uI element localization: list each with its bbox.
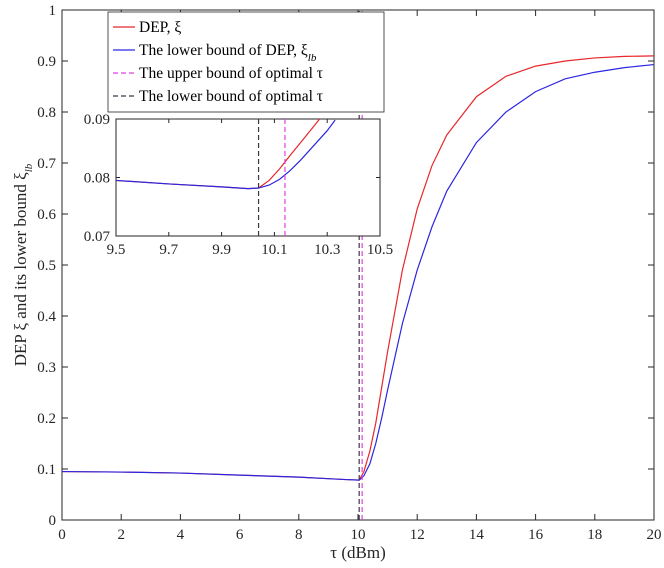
y-tick-label: 0.1	[37, 462, 56, 478]
inset-plot-area: 9.5 9.7 9.9 10.1 10.3 10.5 0.07 0.08 0.09	[84, 112, 393, 258]
inset-series-group	[116, 119, 336, 236]
inset-y-tick-label: 0.09	[84, 112, 110, 128]
x-tick-label: 20	[647, 527, 662, 543]
inset-y-tick-label: 0.07	[84, 229, 111, 245]
y-tick-label: 1	[49, 3, 57, 19]
x-axis-label: τ (dBm)	[330, 543, 385, 562]
y-tick-label: 0.4	[37, 309, 56, 325]
inset-x-tick-label: 9.5	[107, 242, 126, 258]
inset-x-tick-label: 10.5	[367, 242, 393, 258]
inset-x-tick-label: 10.3	[314, 242, 340, 258]
y-axis-label: DEP ξ and its lower bound ξlb	[11, 163, 35, 366]
inset-series-line-the-lower-bound-of-dep-lb	[116, 119, 336, 190]
inset-y-tick-label: 0.08	[84, 171, 110, 187]
legend-box	[107, 11, 385, 113]
y-tick-label: 0.9	[37, 54, 56, 70]
legend-label-dep: DEP, ξ	[139, 19, 181, 36]
x-tick-label: 16	[528, 527, 544, 543]
y-tick-label: 0.7	[37, 156, 56, 172]
x-tick-label: 12	[410, 527, 425, 543]
x-tick-label: 10	[351, 527, 366, 543]
y-tick-label: 0.8	[37, 105, 56, 121]
y-tick-label: 0.2	[37, 411, 56, 427]
legend-label-the-upper-bound-of-optimal: The upper bound of optimal τ	[139, 65, 323, 82]
x-tick-label: 18	[587, 527, 602, 543]
legend-label-the-lower-bound-of-dep-lb: The lower bound of DEP, ξlb	[139, 42, 317, 64]
y-tick-label: 0.3	[37, 360, 56, 376]
inset-x-tick-label: 9.7	[159, 242, 178, 258]
y-tick-label: 0.6	[37, 207, 56, 223]
y-tick-label: 0	[49, 513, 57, 529]
x-tick-label: 6	[236, 527, 244, 543]
x-tick-label: 4	[177, 527, 185, 543]
x-tick-label: 8	[295, 527, 303, 543]
series-line-the-lower-bound-of-dep-lb	[62, 63, 654, 481]
y-tick-label: 0.5	[37, 258, 56, 274]
inset-x-tick-label: 9.9	[212, 242, 231, 258]
x-tick-label: 14	[469, 527, 485, 543]
inset-x-tick-label: 10.1	[261, 242, 287, 258]
x-tick-label: 2	[117, 527, 125, 543]
inset-frame	[115, 118, 381, 237]
legend-label-the-lower-bound-of-optimal: The lower bound of optimal τ	[139, 88, 323, 105]
x-tick-label: 0	[58, 527, 66, 543]
